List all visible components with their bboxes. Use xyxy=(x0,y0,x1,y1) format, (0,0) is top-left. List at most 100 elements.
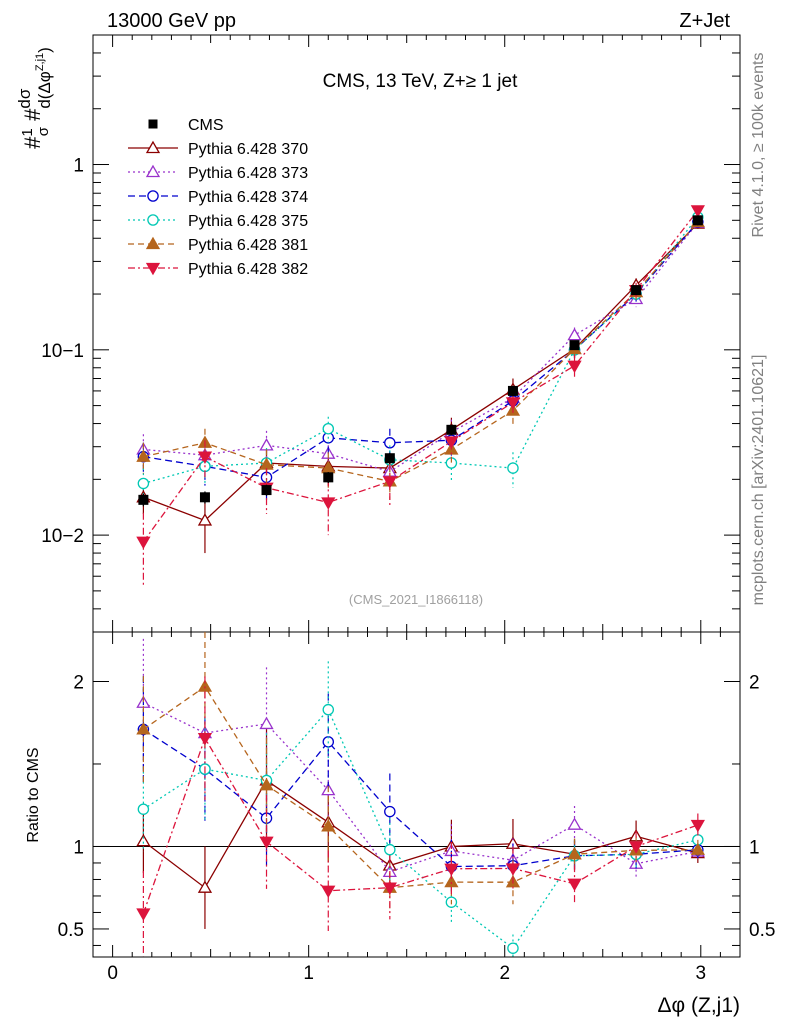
marker-triangle-down-filled xyxy=(197,451,213,464)
series-ratio xyxy=(136,676,705,957)
marker-circle-open xyxy=(384,843,396,856)
marker-triangle-down-filled xyxy=(444,863,459,877)
main-y-axis-label: #1σ #dσd(ΔφZ,j1) xyxy=(15,47,54,149)
marker-triangle-open xyxy=(259,716,274,730)
legend-entry: Pythia 6.428 370 xyxy=(128,140,308,158)
legend-label: Pythia 6.428 381 xyxy=(188,237,308,254)
marker-triangle-down-filled xyxy=(321,885,336,899)
marker-triangle-up-filled xyxy=(136,449,151,462)
marker-triangle-down-filled xyxy=(259,836,274,850)
marker-triangle-up-filled xyxy=(690,842,705,855)
marker-triangle-up-filled xyxy=(444,874,459,888)
legend-entry: CMS xyxy=(148,117,224,134)
ratio-y-tick-label-right: 1 xyxy=(749,837,760,858)
ratio-line xyxy=(142,736,699,914)
marker-triangle-up-filled xyxy=(567,846,582,860)
marker-triangle-open xyxy=(197,513,213,526)
marker-triangle-open xyxy=(567,327,582,341)
header-left-label: 13000 GeV pp xyxy=(107,10,236,32)
marker-triangle-down-filled xyxy=(690,819,705,833)
cms-data-point xyxy=(631,285,642,296)
legend-label: Pythia 6.428 373 xyxy=(188,165,308,182)
y-tick-label: 10−2 xyxy=(41,526,84,547)
ratio-axis-ticks: 0.5 0.5 1 1 2 2 xyxy=(58,672,775,946)
main-y-axis-label-text: #1σ #dσd(ΔφZ,j1) xyxy=(15,47,54,149)
marker-circle-open xyxy=(147,190,159,202)
cms-data-point xyxy=(507,385,518,396)
series-line xyxy=(143,221,699,483)
marker-circle-open xyxy=(507,462,519,474)
cms-data-point xyxy=(323,472,334,483)
cms-data-point xyxy=(384,453,395,464)
marker-triangle-up-filled xyxy=(259,777,274,791)
x-tick-label: 2 xyxy=(499,963,510,984)
ratio-y-axis-label: Ratio to CMS xyxy=(25,747,42,842)
marker-triangle-down-filled xyxy=(505,397,521,410)
marker-triangle-down-filled xyxy=(197,733,213,746)
main-axis-ticks: 0 1 2 3 10−2 10−1 1 xyxy=(41,34,740,984)
ratio-y-tick-label-right: 2 xyxy=(749,672,760,693)
y-tick-label: 10−1 xyxy=(41,341,84,362)
mcplots-label: mcplots.cern.ch [arXiv:2401.10621] xyxy=(750,355,767,606)
marker-triangle-up-filled xyxy=(136,722,151,735)
cms-data-point xyxy=(199,492,210,503)
marker-circle-open xyxy=(137,803,150,815)
marker-triangle-open xyxy=(145,164,161,178)
marker-circle-open xyxy=(384,805,396,818)
marker-triangle-up-filled xyxy=(145,236,161,250)
ratio-line xyxy=(142,779,699,889)
marker-triangle-down-filled xyxy=(136,908,151,921)
legend-entry: Pythia 6.428 382 xyxy=(128,261,308,278)
marker-triangle-down-filled xyxy=(690,205,705,218)
marker-triangle-down-filled xyxy=(567,878,582,892)
marker-triangle-down-filled xyxy=(505,863,521,876)
legend-entry: Pythia 6.428 381 xyxy=(128,236,308,254)
main-panel: 0 1 2 3 10−2 10−1 1 xyxy=(41,34,741,984)
x-axis-label: Δφ (Z,j1) xyxy=(658,994,740,1017)
series-main xyxy=(136,205,705,588)
marker-triangle-open xyxy=(136,833,151,847)
rivet-label: Rivet 4.1.0, ≥ 100k events xyxy=(750,53,767,238)
marker-square xyxy=(148,119,158,129)
marker-circle-open xyxy=(147,214,159,226)
marker-circle-open xyxy=(322,703,335,716)
ratio-y-tick-label-right: 0.5 xyxy=(749,920,775,941)
marker-triangle-down-filled xyxy=(382,476,397,489)
cms-data-point xyxy=(138,494,149,505)
analysis-tag: (CMS_2021_I1866118) xyxy=(349,592,483,607)
ratio-y-tick-label: 0.5 xyxy=(58,920,84,941)
cms-data-point xyxy=(261,485,272,496)
marker-triangle-down-filled xyxy=(444,436,459,449)
legend: CMS Pythia 6.428 370 Pythia 6.428 373 Pythi… xyxy=(128,117,308,278)
ratio-panel: 0.5 0.5 1 1 2 2 xyxy=(58,631,775,958)
legend-entry: Pythia 6.428 374 xyxy=(128,189,308,206)
marker-triangle-open xyxy=(197,880,213,893)
cms-data-point xyxy=(692,215,703,226)
legend-entry: Pythia 6.428 375 xyxy=(128,213,308,230)
marker-circle-open xyxy=(384,437,396,449)
legend-label: CMS xyxy=(188,117,224,134)
marker-triangle-down-filled xyxy=(145,262,161,276)
legend-entry: Pythia 6.428 373 xyxy=(128,164,308,182)
marker-triangle-down-filled xyxy=(321,497,336,510)
marker-triangle-down-filled xyxy=(382,882,397,896)
marker-triangle-down-filled xyxy=(567,360,582,374)
ratio-series-layer xyxy=(136,632,705,957)
legend-label: Pythia 6.428 382 xyxy=(188,261,308,278)
marker-triangle-down-filled xyxy=(136,536,151,550)
x-tick-label: 3 xyxy=(695,963,706,984)
cms-data-point xyxy=(569,340,580,351)
x-tick-label: 0 xyxy=(107,963,118,984)
header-right-label: Z+Jet xyxy=(679,10,730,32)
cms-data-layer xyxy=(138,215,703,507)
series-line xyxy=(142,210,699,543)
marker-circle-open xyxy=(137,477,150,490)
series-line xyxy=(143,216,699,485)
marker-triangle-up-filled xyxy=(197,679,213,692)
ratio-line xyxy=(143,728,698,868)
legend-label: Pythia 6.428 375 xyxy=(188,213,308,230)
marker-triangle-up-filled xyxy=(321,819,336,832)
cms-data-point xyxy=(446,424,457,435)
ratio-frame xyxy=(92,631,741,958)
